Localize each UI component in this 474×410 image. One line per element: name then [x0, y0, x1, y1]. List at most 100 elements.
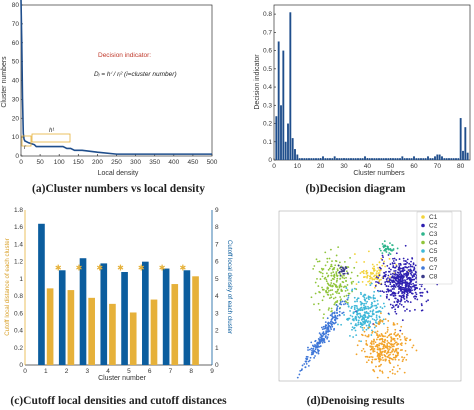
chart-d-point: [370, 343, 373, 346]
chart-d-point: [373, 326, 376, 329]
chart-b-xlabel: Cluster numbers: [353, 170, 405, 177]
chart-d-point: [353, 311, 356, 313]
chart-d-point: [367, 295, 370, 298]
chart-d-point: [406, 278, 408, 281]
chart-d-point: [330, 274, 333, 277]
chart-d-point: [377, 322, 380, 325]
chart-d-point: [406, 308, 408, 311]
chart-d-point: [330, 263, 333, 266]
chart-d-point: [333, 312, 336, 315]
chart-d-point: [357, 312, 360, 315]
chart-d-point: [401, 360, 404, 363]
chart-d-point: [319, 342, 321, 345]
chart-d-point: [365, 328, 368, 331]
chart-d-point: [339, 266, 342, 269]
chart-d-point: [412, 344, 415, 347]
chart-d-point: [345, 279, 347, 282]
chart-d-point: [304, 366, 307, 369]
chart-d-legend-label: C7: [429, 265, 438, 272]
chart-d-point: [334, 290, 337, 293]
chart-d-point: [387, 341, 390, 344]
chart-d-point: [408, 288, 411, 290]
chart-d-point: [401, 284, 404, 286]
chart-a-ytick-label: 10: [12, 134, 20, 141]
chart-d-point: [420, 285, 423, 288]
chart-d-point: [366, 300, 369, 303]
chart-d-point: [347, 266, 350, 269]
chart-c-xtick-label: 5: [127, 368, 131, 375]
chart-d-point: [381, 371, 384, 374]
chart-c-bar-distance: [109, 303, 116, 365]
chart-c-star-marker: ✱: [138, 263, 145, 272]
chart-b-bar: [382, 158, 385, 160]
chart-d-point: [367, 312, 369, 315]
chart-b-bar: [331, 158, 334, 160]
chart-d-point: [374, 285, 377, 287]
chart-d-point: [389, 253, 392, 255]
chart-b-bar: [336, 158, 338, 160]
chart-b-bar: [399, 158, 401, 160]
chart-d-point: [331, 277, 334, 280]
chart-c-bar-distance: [46, 288, 54, 365]
chart-d-point: [359, 300, 362, 303]
chart-d-point: [409, 264, 412, 266]
chart-d-point: [404, 260, 407, 262]
chart-d-point: [391, 272, 394, 275]
chart-d-point: [331, 312, 334, 315]
chart-d-point: [314, 292, 317, 295]
chart-d-point: [333, 311, 336, 314]
chart-b-ytick-label: 0.6: [263, 48, 272, 55]
chart-d-point: [356, 309, 358, 312]
chart-d-point: [405, 276, 408, 279]
chart-d-point: [381, 319, 384, 322]
chart-b-bar: [389, 158, 392, 160]
chart-d-point: [350, 307, 353, 309]
chart-d-point: [407, 282, 410, 285]
chart-b-bar: [282, 50, 285, 160]
chart-b-xtick-label: 10: [294, 163, 302, 170]
chart-d-point: [384, 281, 387, 284]
chart-b-bar: [291, 138, 294, 160]
chart-d-point: [372, 272, 374, 275]
chart-c-bar-distance: [192, 276, 199, 365]
chart-d-point: [384, 355, 387, 358]
chart-d-point: [401, 294, 404, 297]
chart-d-point: [337, 246, 340, 249]
chart-d-point: [368, 307, 370, 309]
chart-d-point: [373, 350, 376, 353]
chart-d-point: [328, 307, 330, 310]
chart-d-point: [314, 281, 317, 284]
chart-a-xtick-label: 350: [149, 159, 160, 166]
chart-d-point: [316, 348, 319, 351]
chart-b-bar: [378, 158, 380, 160]
chart-d-point: [386, 340, 389, 342]
chart-a-annotation-title: Decision indicator:: [98, 52, 151, 59]
chart-b-axes: 0 0.1 0.2 0.3 0.4 0.5 0.6 0.7 0.8 0 10 20 30 40 50 60 70…: [263, 4, 471, 170]
chart-d-point: [400, 342, 403, 345]
chart-d-point: [367, 250, 370, 253]
chart-d-point: [375, 325, 378, 328]
chart-d-point: [405, 299, 408, 302]
chart-c-ytick-left-label: 1: [19, 276, 23, 283]
chart-d-point: [336, 290, 339, 293]
chart-d-point: [390, 279, 392, 282]
chart-d-point: [397, 347, 399, 350]
chart-d-point: [393, 273, 396, 276]
chart-d-point: [372, 342, 375, 345]
chart-d-point: [396, 273, 398, 276]
chart-b-bar: [401, 156, 404, 160]
chart-d-point: [378, 334, 381, 337]
chart-d-point: [325, 280, 328, 283]
chart-d-point: [394, 272, 397, 275]
chart-d-point: [349, 314, 352, 317]
chart-d-point: [413, 278, 416, 281]
chart-d-point: [341, 266, 344, 269]
chart-d-point: [394, 358, 397, 361]
chart-d-point: [301, 368, 303, 371]
chart-b-bar: [443, 158, 446, 160]
chart-d-point: [355, 334, 358, 337]
chart-d-point: [369, 352, 372, 355]
chart-d-point: [359, 315, 362, 318]
